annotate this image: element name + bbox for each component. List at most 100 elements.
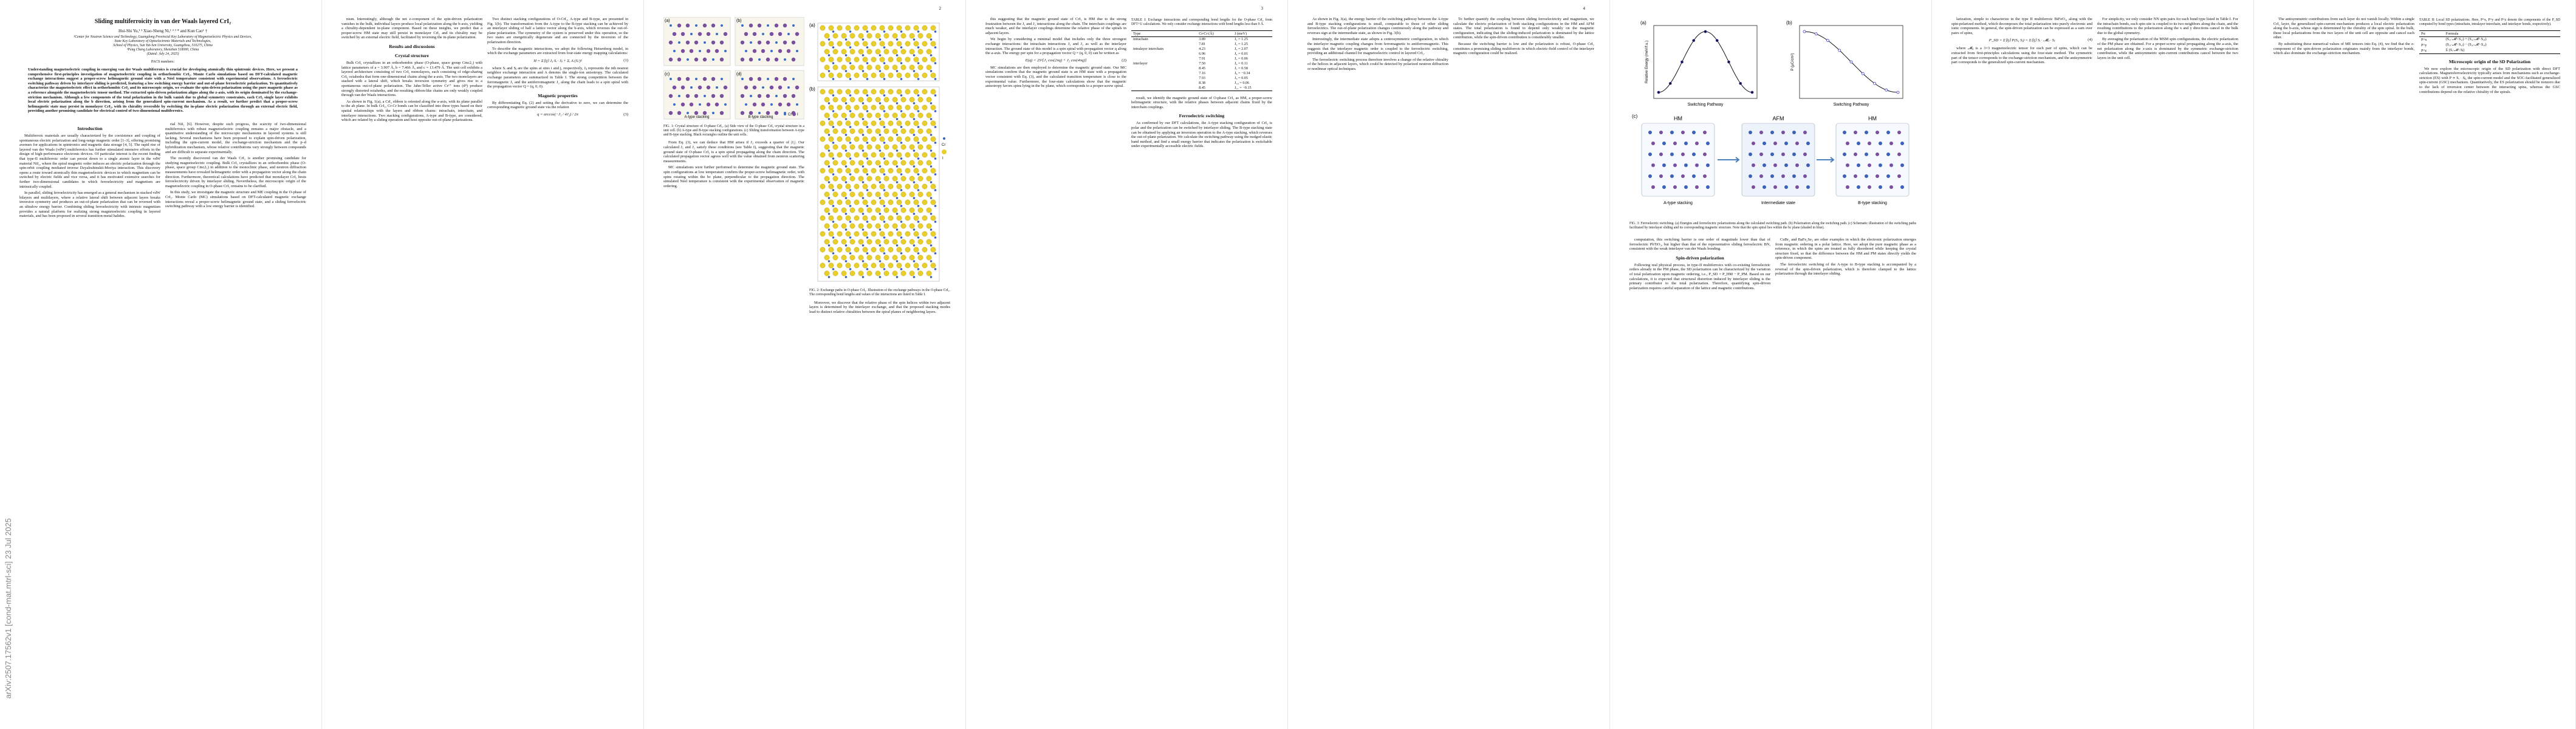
point bbox=[1750, 91, 1754, 94]
atom-cr bbox=[879, 228, 882, 231]
atom-i bbox=[926, 144, 932, 150]
atom-i bbox=[820, 25, 826, 31]
paragraph: The ferroelectric switching of the A-typ… bbox=[1775, 262, 1916, 276]
text-column: computation, this switching barrier is o… bbox=[1629, 238, 1770, 713]
atom-i bbox=[858, 160, 864, 166]
figure-label: (b) bbox=[1786, 20, 1792, 26]
atom-cr bbox=[934, 62, 937, 64]
atom bbox=[668, 40, 673, 45]
table-cell: Σ (Sᵢ·𝓜ᶻ·Sⱼ) bbox=[2444, 47, 2560, 54]
atom bbox=[796, 50, 798, 52]
equation-body: E(q) = 2S²[J₁ cos(2πq) + J₂ cos(4πq)] bbox=[1025, 58, 1087, 63]
point bbox=[1838, 49, 1841, 52]
atom-i bbox=[871, 41, 877, 47]
atom bbox=[1670, 131, 1674, 134]
atom-cr bbox=[900, 126, 903, 128]
paragraph: By substituting these numerical values o… bbox=[2273, 41, 2414, 56]
atom bbox=[694, 57, 699, 62]
atom-i bbox=[896, 262, 902, 269]
atom-i bbox=[845, 136, 851, 142]
atom bbox=[1843, 131, 1846, 134]
equation-body: q = arccos(−J₁ / 4J₂) / 2π bbox=[537, 112, 578, 117]
table-cell: 4.23 bbox=[1199, 47, 1206, 52]
equation-number: (2) bbox=[1122, 58, 1126, 63]
atom-cr bbox=[917, 78, 920, 80]
atom bbox=[680, 102, 685, 107]
figure-label: AFM bbox=[1773, 115, 1784, 122]
atom-cr bbox=[900, 173, 903, 176]
atom-i bbox=[900, 49, 906, 55]
atom-i bbox=[866, 64, 872, 70]
atom-cr bbox=[913, 244, 916, 247]
atom bbox=[786, 102, 791, 107]
atom-i bbox=[905, 247, 911, 253]
header-cell: Cr-Cr (Å) bbox=[1197, 30, 1233, 37]
figure-label: Relative Energy (meV/f.u.) bbox=[1645, 41, 1649, 83]
atom-cr bbox=[844, 102, 848, 104]
atom-cr bbox=[917, 142, 920, 144]
state-box bbox=[1641, 123, 1715, 197]
atom bbox=[1681, 131, 1685, 134]
atom-i bbox=[828, 56, 834, 63]
atom bbox=[706, 102, 711, 107]
table-row: 8.45 J₇ = 0.58 bbox=[1131, 66, 1272, 71]
page: Sliding multiferroicity in van der Waals… bbox=[0, 0, 322, 729]
paragraph: As shown in Fig. 3(a), the energy barrie… bbox=[1307, 17, 1448, 35]
atom-i bbox=[820, 168, 826, 174]
atom bbox=[1752, 163, 1755, 167]
table-cell: 7.16 bbox=[1199, 71, 1206, 76]
point bbox=[1873, 81, 1876, 85]
atom-i bbox=[892, 64, 898, 70]
atom-i bbox=[896, 104, 902, 111]
atom bbox=[668, 94, 673, 98]
atom bbox=[702, 77, 707, 81]
atom-i bbox=[824, 191, 830, 197]
atom bbox=[702, 23, 707, 28]
atom bbox=[1773, 163, 1777, 167]
atom-cr bbox=[913, 118, 916, 120]
atom bbox=[748, 77, 753, 81]
atom-i bbox=[930, 104, 936, 111]
atom-i bbox=[926, 97, 932, 103]
atom-i bbox=[854, 168, 860, 174]
atom-cr bbox=[930, 149, 933, 152]
plot-frame bbox=[1799, 25, 1903, 99]
atom-cr bbox=[917, 110, 920, 112]
atom-cr bbox=[862, 197, 865, 199]
atom-cr bbox=[844, 181, 848, 183]
atom-i bbox=[875, 239, 881, 245]
atom-i bbox=[858, 49, 864, 55]
table-cell: 7.91 bbox=[1199, 56, 1206, 61]
atom-cr bbox=[913, 181, 916, 183]
atom bbox=[1662, 163, 1666, 167]
atom-i bbox=[900, 160, 906, 166]
atom-i bbox=[866, 144, 872, 150]
atom-cr bbox=[844, 244, 848, 247]
text-column: CuBr₂ and BaFe₂Se₃ are other examples in… bbox=[1775, 238, 1916, 713]
figure-label: A-type stacking bbox=[1663, 201, 1693, 205]
atom bbox=[1889, 142, 1893, 145]
atom bbox=[1781, 131, 1785, 134]
atom-i bbox=[913, 183, 919, 190]
atom-cr bbox=[934, 157, 937, 160]
atom-i bbox=[926, 49, 932, 55]
atom-i bbox=[837, 136, 843, 142]
atom-i bbox=[909, 144, 915, 150]
affiliation: ²Peng Cheng Laboratory, Shenzhen 518000,… bbox=[126, 48, 199, 52]
atom-cr bbox=[883, 173, 886, 176]
atom-i bbox=[837, 231, 843, 237]
atom bbox=[1659, 131, 1663, 134]
atom-cr bbox=[844, 38, 848, 41]
atom-i bbox=[917, 270, 923, 276]
atom-i bbox=[854, 262, 860, 269]
atom-i bbox=[888, 56, 894, 63]
atom bbox=[757, 94, 762, 98]
atom-cr bbox=[849, 205, 852, 207]
atom bbox=[702, 57, 707, 62]
atom-i bbox=[900, 33, 906, 39]
atom-i bbox=[841, 223, 847, 229]
paragraph: MC simulations were further performed to… bbox=[663, 165, 804, 188]
atom bbox=[744, 32, 748, 36]
atom bbox=[1889, 163, 1893, 167]
atom-cr bbox=[913, 54, 916, 56]
